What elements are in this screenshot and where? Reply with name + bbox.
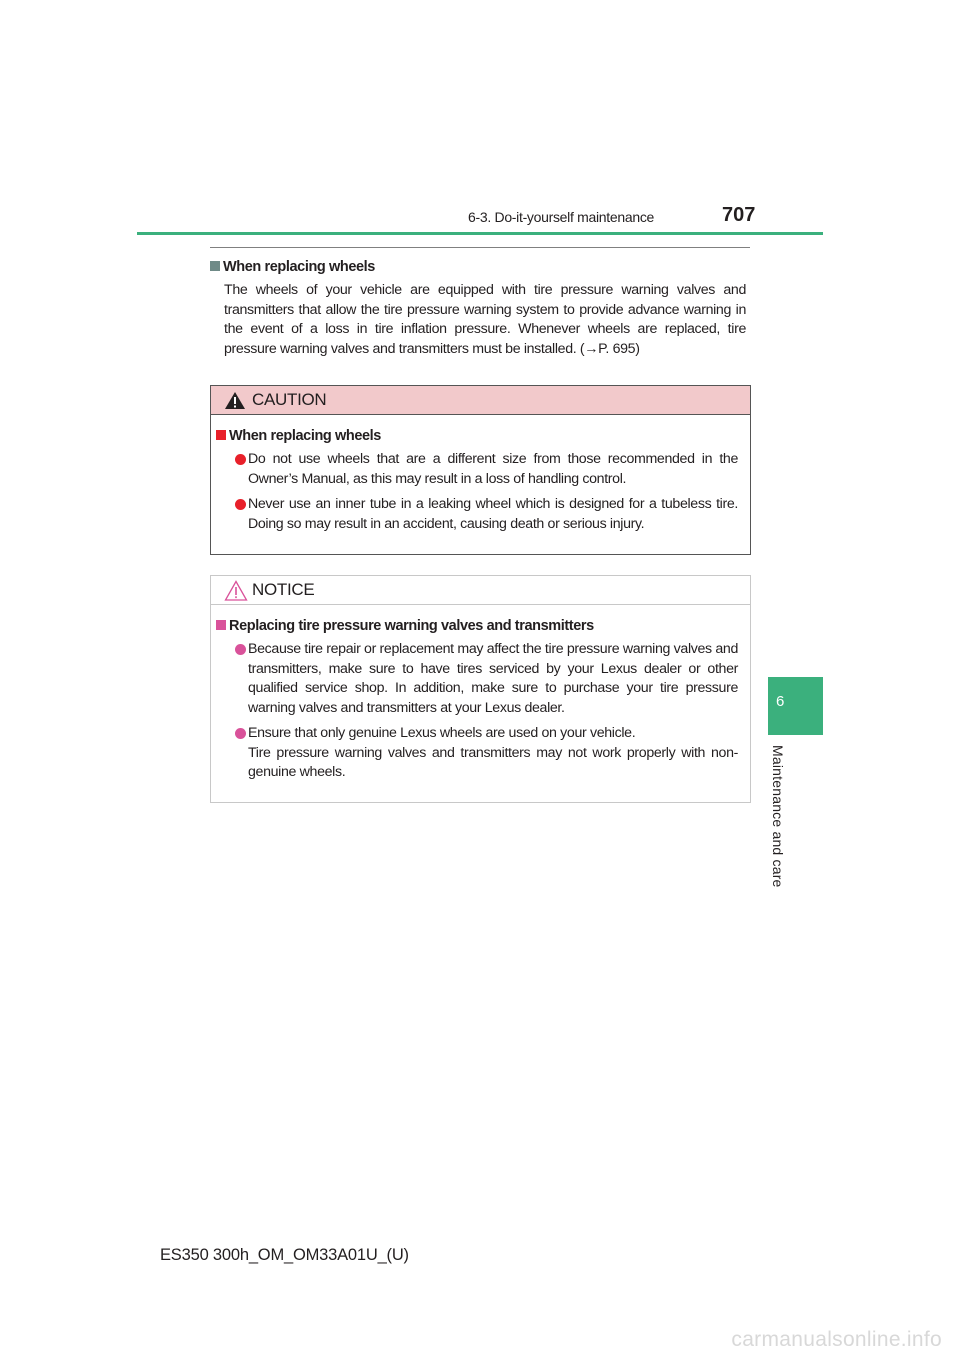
notice-bullet-text: Because tire repair or replacement may a… (248, 641, 738, 716)
intro-heading: When replacing wheels (210, 259, 746, 275)
bullet-dot-icon (235, 644, 246, 655)
notice-header: NOTICE (211, 576, 750, 605)
watermark: carmanualsonline.info (731, 1328, 942, 1351)
bullet-dot-icon (235, 728, 246, 739)
chapter-tab: 6 (768, 677, 823, 735)
chapter-label: Maintenance and care (770, 745, 786, 888)
notice-bullet: Because tire repair or replacement may a… (216, 640, 744, 718)
header-rule (137, 232, 823, 235)
square-bullet-icon (216, 620, 226, 630)
caution-bullet: Never use an inner tube in a leaking whe… (216, 495, 744, 534)
caution-bullet-text: Never use an inner tube in a leaking whe… (248, 496, 738, 532)
notice-title: NOTICE (252, 580, 315, 599)
square-bullet-icon (210, 261, 220, 271)
intro-body: The wheels of your vehicle are equipped … (224, 282, 746, 357)
notice-heading: Replacing tire pressure warning valves a… (216, 618, 744, 634)
bullet-dot-icon (235, 454, 246, 465)
caution-heading: When replacing wheels (216, 428, 744, 444)
section-divider (210, 247, 750, 248)
warning-triangle-icon (225, 391, 245, 409)
intro-heading-text: When replacing wheels (223, 259, 375, 275)
caution-bullet: Do not use wheels that are a different s… (216, 450, 744, 489)
caution-box: CAUTION When replacing wheels Do not use… (210, 385, 751, 555)
notice-bullet: Ensure that only genuine Lexus wheels ar… (216, 724, 744, 783)
notice-bullet-text: Tire pressure warning valves and transmi… (248, 744, 738, 781)
notice-heading-text: Replacing tire pressure warning valves a… (229, 618, 594, 634)
warning-triangle-outline-icon (224, 579, 248, 601)
page-number: 707 (722, 204, 756, 226)
square-bullet-icon (216, 430, 226, 440)
notice-bullet-text: Ensure that only genuine Lexus wheels ar… (248, 725, 636, 741)
intro-section: When replacing wheels The wheels of your… (210, 259, 746, 359)
caution-title: CAUTION (252, 390, 327, 409)
notice-box: NOTICE Replacing tire pressure warning v… (210, 575, 751, 803)
chapter-number: 6 (776, 693, 785, 710)
caution-heading-text: When replacing wheels (229, 428, 381, 444)
section-title: 6-3. Do-it-yourself maintenance (468, 209, 655, 225)
bullet-dot-icon (235, 499, 246, 510)
footer-code: ES350 300h_OM_OM33A01U_(U) (160, 1246, 409, 1264)
caution-header: CAUTION (211, 386, 750, 415)
caution-bullet-text: Do not use wheels that are a different s… (248, 451, 738, 487)
